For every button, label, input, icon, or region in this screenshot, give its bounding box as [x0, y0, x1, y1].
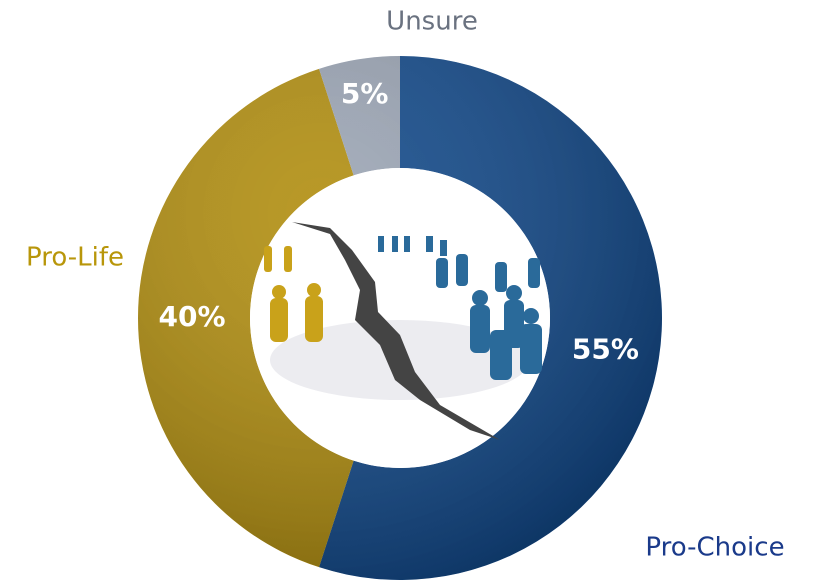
category-label: Unsure	[386, 7, 478, 37]
value-label: 40%	[158, 300, 225, 333]
value-label: 55%	[572, 333, 639, 366]
category-label: Pro-Choice	[645, 533, 784, 563]
center-illustration	[250, 168, 550, 468]
labels: 55% Pro-Choice 40% Pro-Life 5% Unsure	[26, 7, 785, 563]
value-label: 5%	[341, 77, 389, 110]
category-label: Pro-Life	[26, 243, 124, 273]
